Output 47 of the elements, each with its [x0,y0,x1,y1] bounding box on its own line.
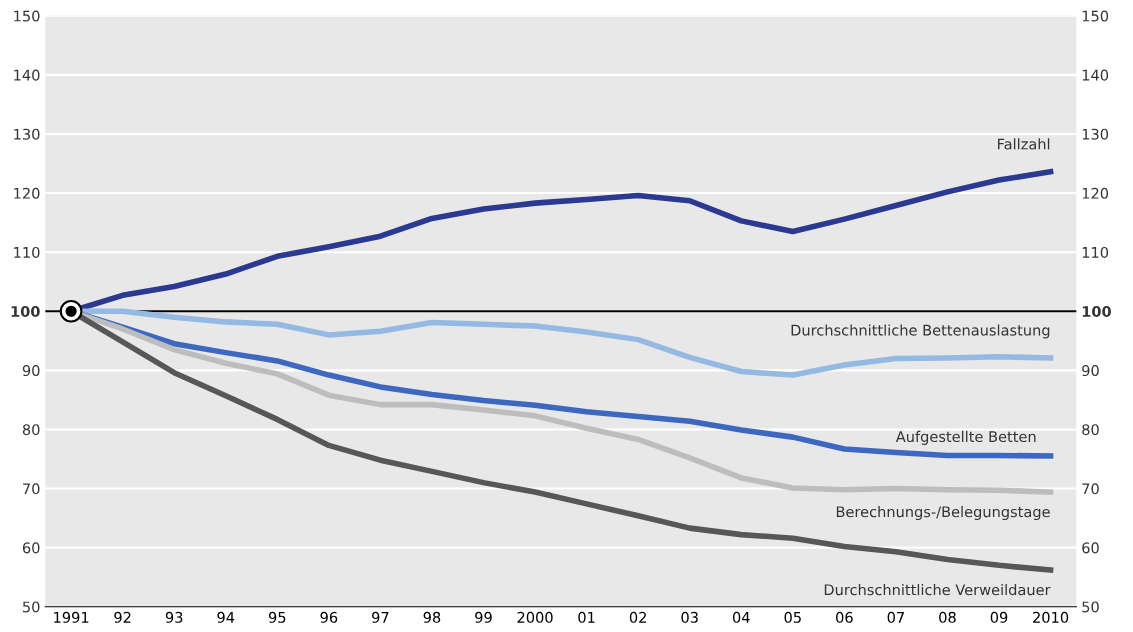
x-tick-label: 96 [320,611,338,623]
x-tick-label: 05 [784,611,801,623]
y2-tick-label: 130 [1082,128,1109,140]
x-tick-label: 98 [423,611,441,623]
y-tick-label: 140 [14,69,40,81]
x-tick-label: 09 [990,611,1008,623]
series-label: Durchschnittliche Verweildauer [824,583,1051,596]
y2-tick-label: 90 [1082,365,1099,377]
x-tick-label: 02 [629,611,646,623]
x-tick-label: 2010 [1033,611,1069,623]
y-tick-label: 70 [23,483,40,495]
x-tick-label: 92 [114,611,131,623]
x-tick-label: 08 [939,611,956,623]
x-tick-label: 2000 [517,611,553,623]
y2-tick-label: 50 [1082,601,1099,613]
x-tick-label: 95 [268,611,286,623]
y2-tick-label: 60 [1082,542,1099,554]
y2-tick-label: 100 [1082,305,1111,318]
y2-tick-label: 140 [1082,69,1109,81]
x-tick-label: 1991 [54,611,89,623]
y-tick-label: 100 [11,305,40,318]
y-tick-label: 120 [14,187,40,199]
y-tick-label: 80 [22,424,40,436]
y2-tick-label: 120 [1082,187,1109,199]
x-tick-label: 99 [475,611,492,623]
x-tick-label: 03 [681,611,698,623]
x-tick-label: 06 [836,611,853,623]
y2-tick-label: 110 [1082,246,1109,258]
y-tick-label: 150 [14,10,40,22]
y-tick-label: 90 [22,365,40,377]
series-label: Fallzahl [998,138,1050,150]
series-label: Aufgestellte Betten [895,430,1036,445]
x-tick-label: 94 [217,611,235,623]
y2-tick-label: 150 [1082,10,1109,22]
x-tick-label: 97 [372,611,389,623]
y2-tick-label: 70 [1082,483,1099,495]
x-tick-label: 07 [887,611,904,623]
y2-tick-label: 80 [1082,424,1099,436]
x-tick-label: 01 [578,611,595,623]
series-label: Berechnungs-/Belegungstage [836,505,1050,521]
y-tick-label: 130 [14,128,40,140]
x-tick-label: 04 [732,611,750,623]
x-tick-label: 93 [165,611,183,623]
y-tick-label: 50 [23,601,40,613]
y-tick-label: 110 [14,246,40,258]
series-label: Durchschnittliche Bettenauslastung [791,324,1050,339]
y-tick-label: 60 [22,542,40,554]
